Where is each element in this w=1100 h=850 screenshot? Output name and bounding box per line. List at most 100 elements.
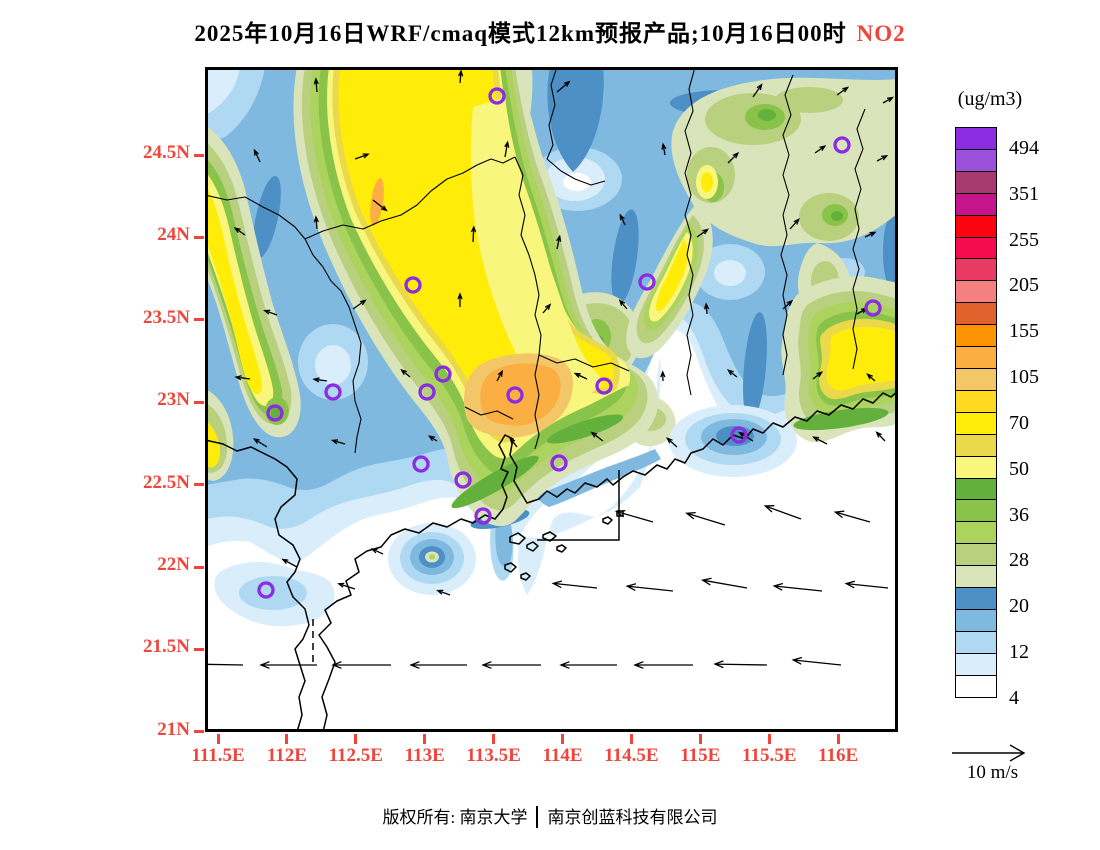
colorbar-cell-24 — [955, 652, 997, 676]
lat-tick — [194, 400, 204, 404]
wind-arrow — [542, 303, 552, 314]
lat-tick — [194, 647, 204, 651]
lon-label-113.5E: 113.5E — [466, 745, 521, 766]
lat-tick — [194, 483, 204, 487]
west-paleyellow — [205, 171, 274, 407]
wind-arrow — [234, 375, 251, 381]
wind-arrow — [354, 153, 370, 160]
colorbar-tick-105: 105 — [1009, 366, 1039, 389]
zhanjiang-green-core — [429, 554, 435, 560]
colorbar-cell-23 — [955, 630, 997, 654]
station-marker-13 — [454, 471, 472, 489]
colorbar-cell-10 — [955, 346, 997, 369]
lat-label-24.5N: 24.5N — [143, 142, 190, 163]
copyright-left: 版权所有: 南京大学 — [382, 808, 528, 827]
wind-arrow — [713, 660, 768, 669]
wind-arrow — [789, 218, 800, 230]
boundary-center — [514, 156, 542, 450]
station-marker-0 — [488, 87, 506, 105]
colorbar-cell-12 — [955, 389, 997, 413]
colorbar-cell-2 — [955, 170, 997, 194]
wind-arrow — [726, 369, 738, 378]
copyright-right: 南京创蓝科技有限公司 — [547, 808, 718, 827]
lon-label-111.5E: 111.5E — [191, 745, 245, 766]
wind-arrow — [233, 227, 246, 236]
wind-arrow — [866, 373, 876, 382]
separator-bar — [536, 806, 539, 828]
lon-tick — [698, 734, 702, 744]
wind-arrow — [331, 661, 391, 669]
wind-arrow — [685, 511, 726, 526]
fill-pale-patch-west — [315, 345, 351, 385]
wind-arrow — [660, 370, 666, 382]
admin-boundaries — [204, 66, 866, 454]
fill-layers — [205, 64, 903, 732]
station-marker-1 — [833, 136, 851, 154]
colorbar-cell-19 — [955, 543, 997, 567]
ne-sage4 — [775, 87, 843, 113]
wind-arrow — [252, 438, 268, 448]
station-marker-16 — [257, 581, 275, 599]
wind-arrow — [330, 439, 346, 445]
boundary-mid-horizontal — [538, 354, 630, 372]
wind-arrow — [727, 151, 740, 164]
lat-label-23.5N: 23.5N — [143, 306, 190, 328]
lon-label-114E: 114E — [542, 745, 583, 766]
station-marker-9 — [506, 386, 524, 404]
wind-arrow — [882, 96, 895, 104]
lat-label-21.5N: 21.5N — [143, 636, 190, 658]
colorbar-tick-20: 20 — [1009, 595, 1029, 618]
fill-steel-west — [253, 175, 281, 259]
wind-arrow — [496, 369, 503, 382]
west-yellow — [205, 185, 262, 395]
boundary-east-1 — [684, 66, 696, 396]
colorbar-cell-0 — [955, 127, 997, 150]
wind-arrow — [844, 580, 889, 589]
colorbar-tick-4: 4 — [1009, 687, 1019, 709]
lon-tick — [216, 734, 220, 744]
wind-arrow — [618, 299, 628, 310]
wind-arrow — [253, 148, 261, 163]
wind-arrow — [833, 510, 871, 523]
map-frame — [205, 67, 898, 732]
wind-arrow — [458, 69, 464, 84]
station-marker-15 — [474, 507, 492, 525]
lon-tick — [767, 734, 771, 744]
colorbar-cell-14 — [955, 433, 997, 457]
wind-arrow — [703, 302, 710, 315]
wind-arrow — [457, 292, 463, 307]
wind-arrow — [633, 661, 693, 669]
colorbar-cell-16 — [955, 477, 997, 501]
boundary-north-2 — [546, 66, 606, 186]
fill-steel-north — [547, 67, 604, 172]
wind-arrow — [696, 228, 710, 238]
station-marker-4 — [864, 299, 882, 317]
colorbar-cell-8 — [955, 302, 997, 326]
ne-darkgreen1 — [758, 109, 776, 121]
colorbar-cell-20 — [955, 565, 997, 589]
colorbar-cell-22 — [955, 608, 997, 632]
colorbar-cell-5 — [955, 236, 997, 260]
wind-arrow — [619, 213, 626, 226]
boundary-west — [204, 194, 362, 454]
wind-arrow — [370, 548, 384, 555]
colorbar-cell-7 — [955, 280, 997, 304]
band-orange-streak — [370, 178, 384, 226]
colorbar-cell-1 — [955, 148, 997, 172]
colorbar: 494 351 255 205 155 105 70 50 36 28 20 12 4 — [955, 127, 1039, 709]
wind-arrow — [556, 234, 562, 250]
lon-tick — [836, 734, 840, 744]
wind-arrow — [281, 558, 298, 568]
island-3 — [542, 531, 557, 542]
colorbar-cell-3 — [955, 192, 997, 216]
wind-arrow — [782, 299, 794, 310]
boundary-east-3 — [852, 108, 866, 370]
station-marker-14 — [550, 454, 568, 472]
colorbar-tick-494: 494 — [1009, 136, 1039, 159]
lat-label-22.5N: 22.5N — [143, 471, 190, 493]
pollutant-label: NO2 — [856, 21, 906, 46]
lon-label-112.5E: 112.5E — [328, 745, 383, 766]
lat-tick — [194, 730, 204, 734]
wind-arrow — [812, 436, 828, 445]
lat-label-23N: 23N — [157, 389, 190, 411]
